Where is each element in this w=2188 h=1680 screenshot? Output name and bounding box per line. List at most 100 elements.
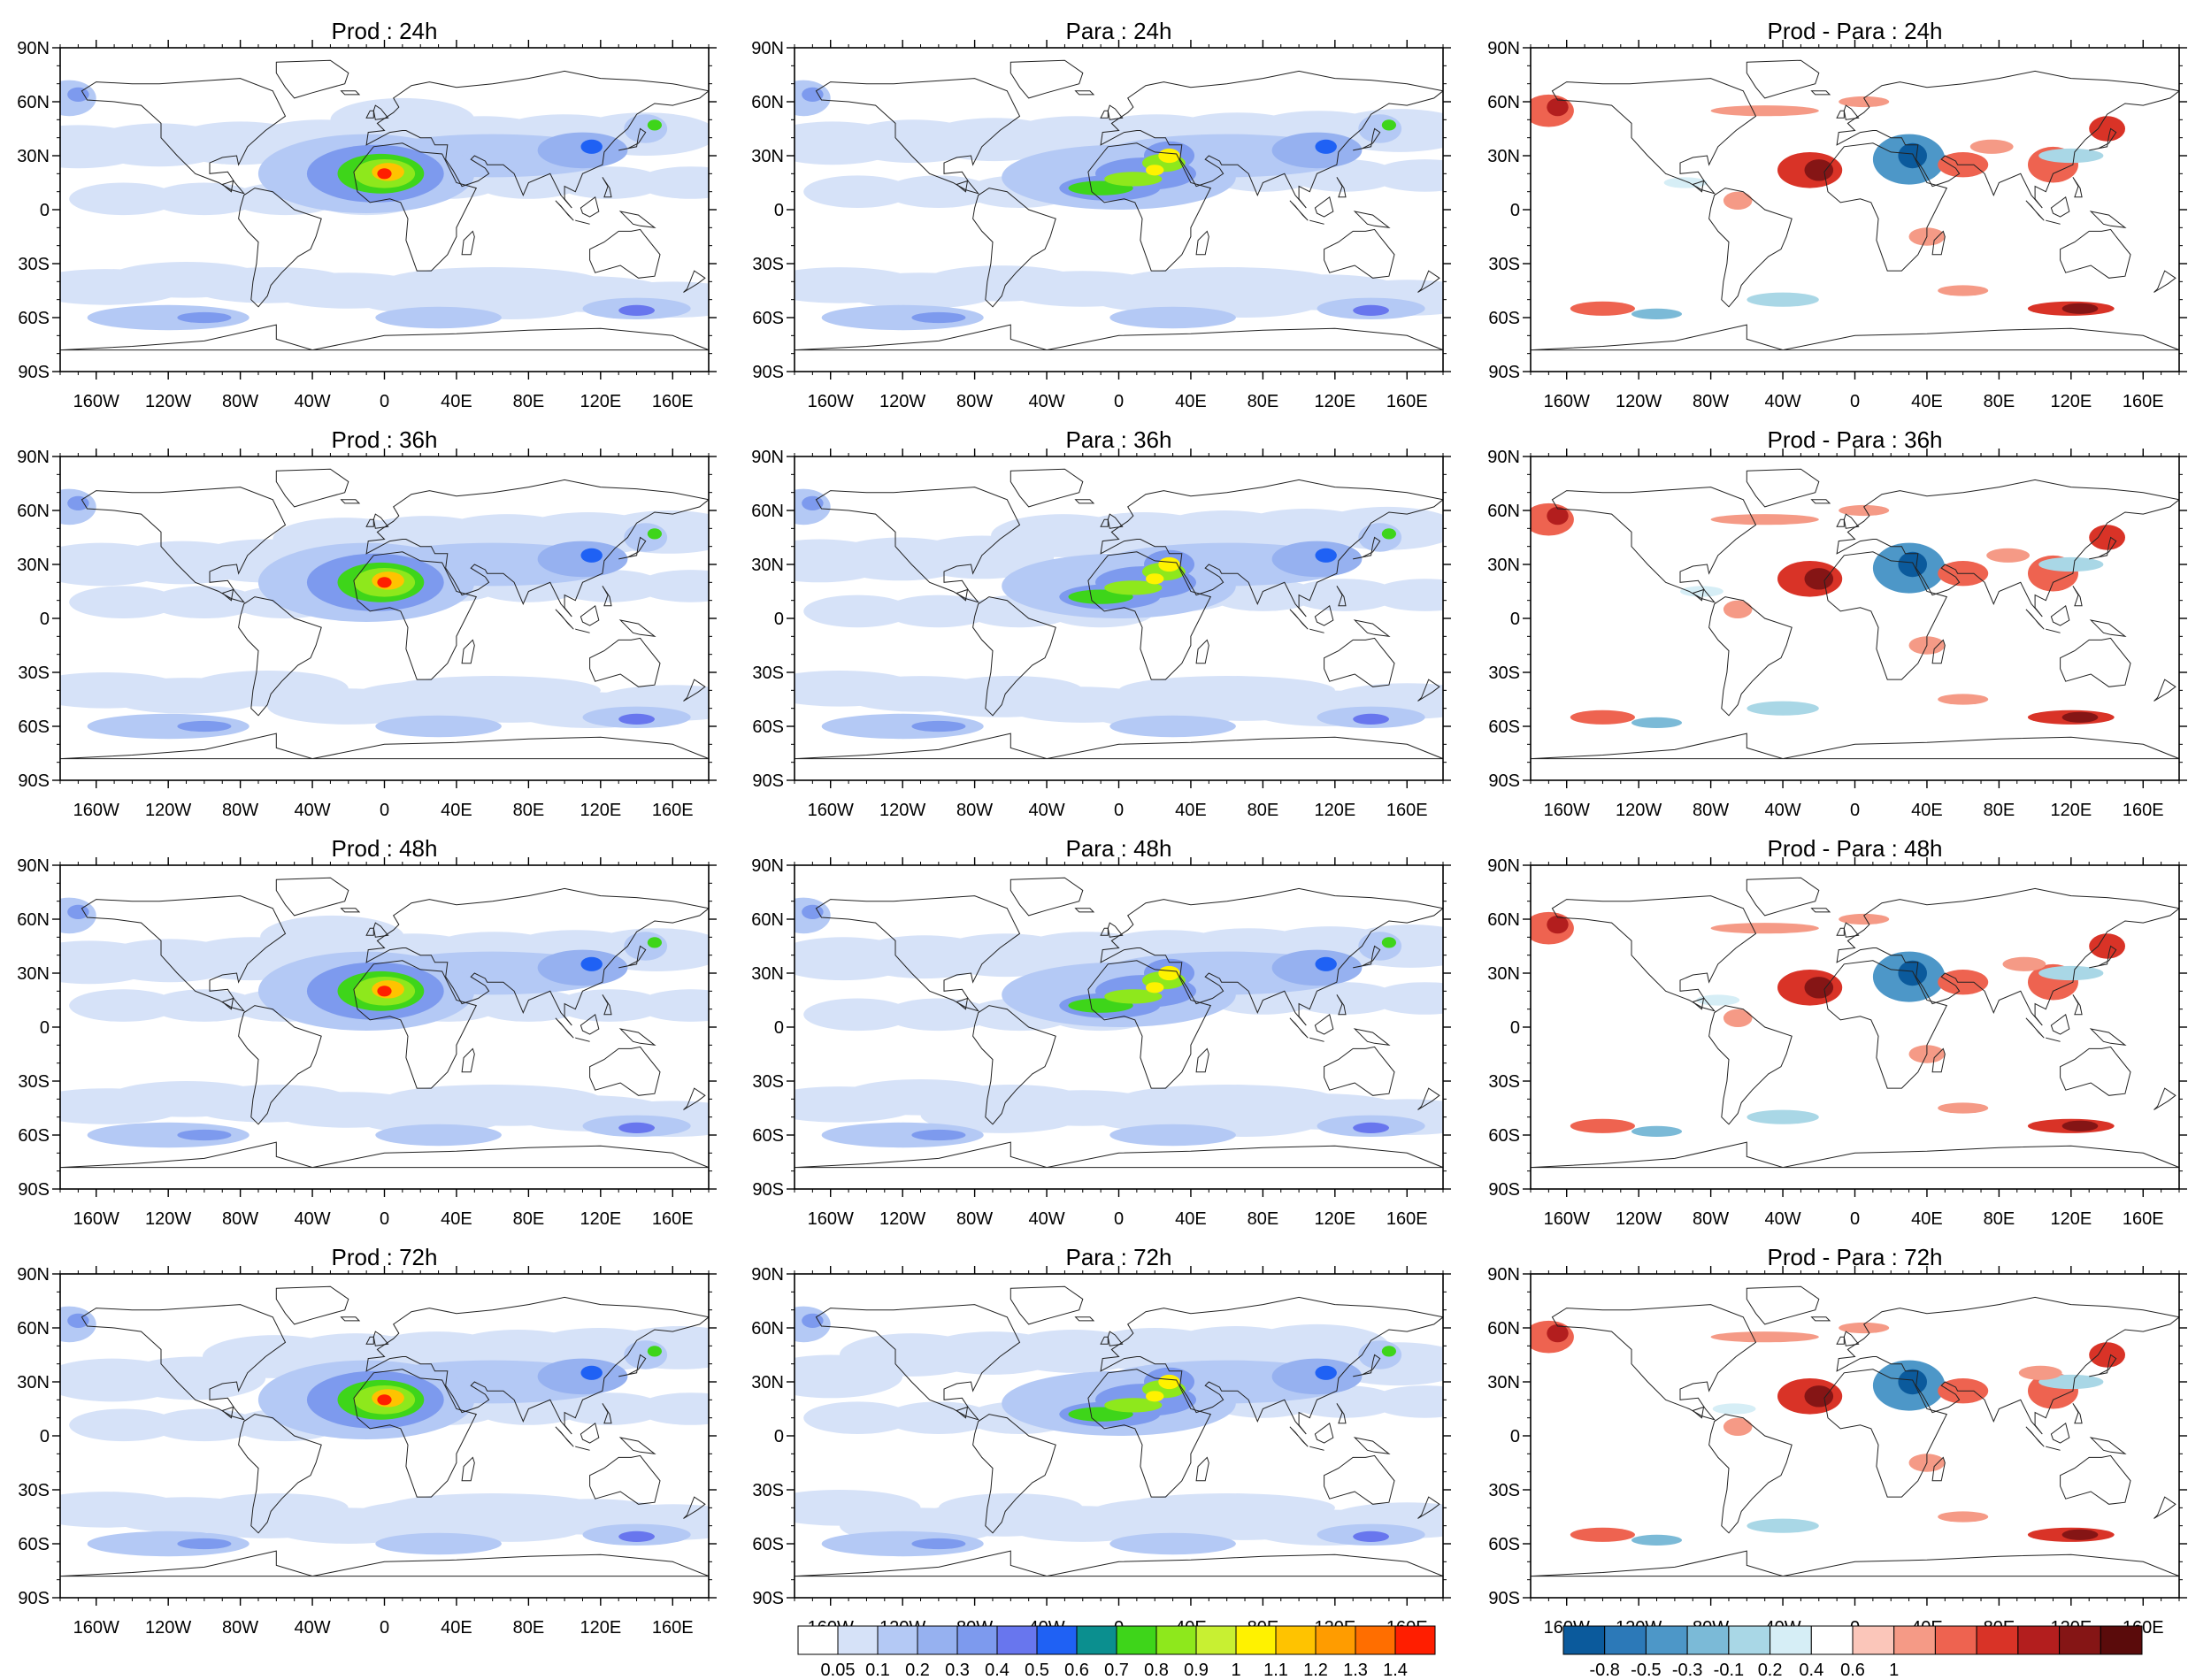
lat-tick-label: 60N [751,910,784,930]
coastline-6-17 [340,908,361,913]
coastline-8-2 [1746,877,1820,917]
colorbar-field-box-1 [837,1625,879,1655]
colorbar-field-box-0 [797,1625,839,1655]
coastline-6-3 [353,960,478,1089]
coastline-1-0 [815,78,1021,195]
diff-2-shading-21 [1663,177,1708,188]
coastline-2-8 [1843,104,1860,120]
coastline-9-9 [618,1354,647,1377]
map-area-4 [795,456,1443,780]
field-6-shading-32 [177,1129,232,1141]
coastline-2-2 [1746,59,1820,99]
lon-tick-label: 80E [1984,392,2015,411]
coastline-10-13 [1314,1422,1334,1444]
coastline-10-2 [1010,1285,1084,1325]
colorbar-field-label: 0.05 [821,1661,856,1680]
field-1-shading-25 [802,87,824,102]
coastline-7-17 [1074,908,1095,913]
coastline-9-11 [555,1426,574,1447]
lat-tick-label: 30S [752,664,784,683]
coastline-3-14 [618,619,656,638]
coastline-0-4 [365,70,709,209]
diff-8-shading-16 [2061,1120,2099,1132]
lon-tick-label: 120W [145,392,191,411]
diff-2-shading-18 [1938,285,1989,296]
field-10-shading-23 [1370,1385,1443,1418]
lon-tick-label: 160E [2123,801,2164,820]
field-6-shading-31 [87,1122,250,1148]
coastline-2-5 [2060,228,2131,279]
coastline-7-8 [1107,922,1124,938]
coastline-11-4 [1836,1296,2179,1435]
coastline-2-17 [1810,90,1831,96]
coastline-4-14 [1353,619,1391,638]
coastline-1-3 [1087,142,1212,272]
field-1-shading-32 [911,311,966,324]
coastline-3-18 [221,588,234,602]
field-4-shading-2 [803,595,912,628]
field-1-shading-46 [1146,165,1164,176]
lat-tick-label: 90N [751,1265,784,1285]
field-4-shading-37 [1118,676,1335,705]
coastline-4-9 [1353,536,1381,560]
lon-tick-label: 0 [380,1618,389,1638]
field-4-shading-29 [1358,523,1402,552]
lat-tick-label: 30N [17,556,50,575]
coastline-0-8 [372,104,389,120]
colorbar-field-box-12 [1275,1625,1317,1655]
coastline-3-8 [372,513,389,529]
lon-tick-label: 160E [2123,1209,2164,1229]
lon-tick-label: 120W [879,1209,925,1229]
field-3-shading-23 [636,570,709,602]
coastline-6-10 [461,1047,475,1073]
map-area-9 [60,1274,709,1598]
coastline-1-8 [1107,104,1124,120]
lat-tick-label: 90N [17,39,50,58]
lon-tick-label: 40W [1764,801,1800,820]
field-0-shading-35 [618,304,655,316]
coastline-5-1 [1708,596,1793,717]
panel-title: Para : 48h [1066,835,1172,862]
coastline-3-9 [618,536,647,560]
field-4-shading-23 [1370,579,1443,611]
diff-2-shading-16 [2061,303,2099,314]
coastline-8-13 [2050,1013,2070,1035]
diff-5-shading-18 [1938,694,1989,705]
lat-tick-label: 90S [752,1180,784,1200]
coastline-5-5 [2060,637,2131,687]
lon-tick-label: 120E [2050,801,2092,820]
coastline-1-16 [1417,270,1440,293]
coastline-8-9 [2089,945,2117,969]
field-10-shading-43 [1104,1398,1163,1413]
lat-tick-label: 90S [752,771,784,791]
diff-11-shading-21 [1712,1403,1756,1415]
panel-title: Prod : 72h [332,1244,438,1270]
coastline-10-11 [1289,1426,1309,1447]
field-1-shading-35 [1353,304,1389,316]
lat-tick-label: 60S [1488,717,1520,737]
coastline-10-8 [1107,1331,1124,1346]
coastline-10-16 [1417,1496,1440,1519]
lon-tick-label: 160E [652,1209,694,1229]
field-7-shading-2 [803,998,912,1032]
colorbar-field-box-9 [1155,1625,1197,1655]
coastline-11-0 [1551,1304,1757,1421]
lat-tick-label: 30S [1488,255,1520,274]
coastline-6-4 [365,887,709,1026]
diff-2-shading-20 [1969,139,2014,154]
lat-tick-label: 0 [40,201,50,220]
colorbar-diff-label: 0.6 [1840,1661,1865,1680]
colorbar-diff-box-3 [1686,1625,1730,1655]
field-1-shading-37 [1118,267,1335,296]
colorbar-field-label: 1.3 [1343,1661,1368,1680]
coastline-11-2 [1746,1285,1820,1325]
lat-tick-label: 60S [18,717,50,737]
lat-tick-label: 90S [18,363,50,382]
field-10-shading-37 [1118,1493,1335,1523]
panel-title: Prod - Para : 24h [1768,18,1943,44]
field-1-shading-2 [803,175,912,208]
lat-tick-label: 90S [1488,363,1520,382]
field-0-shading-28 [580,139,603,154]
coastline-0-14 [618,211,656,229]
field-4-shading-36 [938,676,1083,705]
